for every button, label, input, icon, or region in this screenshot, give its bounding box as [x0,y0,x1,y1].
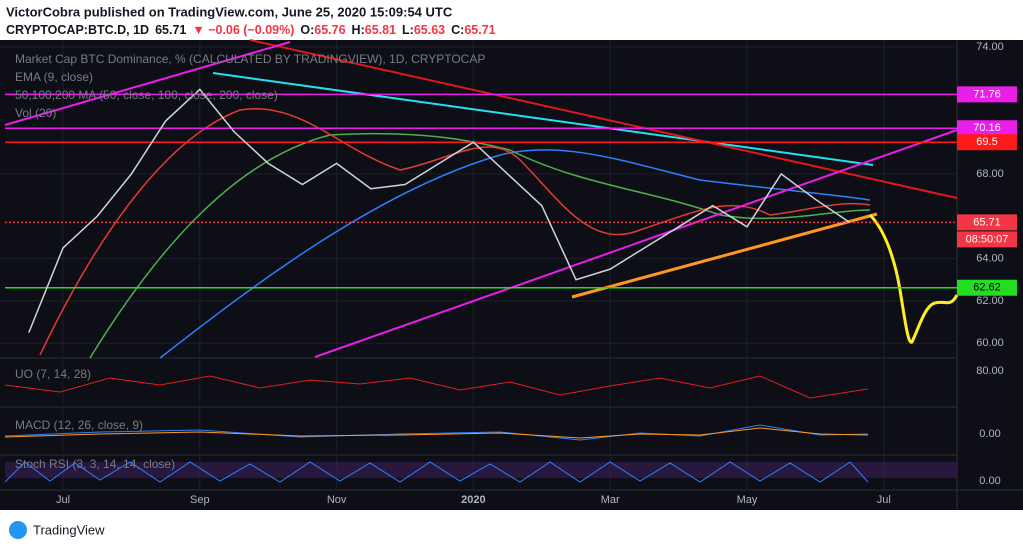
price-badge-label: 62.62 [973,282,1001,294]
logo-text: TradingView [33,522,105,537]
pane-legend: Stoch RSI (3, 3, 14, 14, close) [15,457,175,471]
x-tick-label: 2020 [461,494,485,506]
price-line [28,88,851,333]
countdown: 08:50:07 [966,233,1009,245]
chart-bg [0,40,1023,510]
x-tick-label: Sep [190,494,210,506]
uo-line [4,375,869,399]
pane-tick-label: 0.00 [979,475,1000,487]
chart-title: Market Cap BTC Dominance, % (CALCULATED … [15,52,485,66]
price-badge-label: 71.76 [973,88,1001,100]
ohlc-label: H: [352,23,365,37]
trend-line [314,129,958,358]
trend-line [4,41,291,126]
ohlc-value: 65.81 [365,23,396,37]
y-tick-label: 62.00 [976,295,1004,307]
ohlc-label: O: [300,23,314,37]
logo-icon [9,521,27,539]
price-badge-label: 70.16 [973,122,1001,134]
stoch-band [5,462,957,478]
overlay-legend: Vol (20) [15,106,56,120]
ohlc-label: C: [451,23,464,37]
trend-line [571,212,878,299]
author-line: VictorCobra published on TradingView.com… [6,4,453,19]
price-badge [957,120,1017,137]
x-tick-label: Nov [327,494,347,506]
ohlc-label: L: [402,23,414,37]
x-tick-label: Mar [601,494,620,506]
pane-legend: UO (7, 14, 28) [15,367,91,381]
x-tick-label: Jul [877,494,891,506]
pane-tick-label: 80.00 [976,365,1004,377]
price-badge [957,279,1017,296]
countdown-badge [957,231,1017,248]
overlay-legend: 50,100,200 MA (50, close, 100, close, 20… [15,88,278,102]
ohlc-value: 65.63 [414,23,445,37]
trend-line [212,72,874,166]
ohlc-value: 65.76 [314,23,345,37]
overlay-legend: EMA (9, close) [15,70,93,84]
price-badge-label: 65.71 [973,216,1001,228]
projection [868,213,959,344]
symbol: CRYPTOCAP:BTC.D, 1D [6,23,149,37]
pane-legend: MACD (12, 26, close, 9) [15,418,143,432]
y-tick-label: 60.00 [976,337,1004,349]
footer-bg [0,510,1023,549]
symbol-line: CRYPTOCAP:BTC.D, 1D 65.71 ▼ −0.06 (−0.09%)… [6,23,496,37]
y-tick-label: 68.00 [976,168,1004,180]
y-tick-label: 74.00 [976,41,1004,53]
ohlc-value: 65.71 [464,23,495,37]
price-badge [957,134,1017,151]
stoch-k [4,461,869,483]
price-badge-label: 69.5 [976,136,997,148]
pane-tick-label: 0.00 [979,428,1000,440]
x-tick-label: Jul [56,494,70,506]
y-tick-label: 64.00 [976,252,1004,264]
header-bg [0,0,1023,40]
last-price: 65.71 [155,23,186,37]
change: ▼ −0.06 (−0.09%) [192,23,294,37]
macd-signal [4,427,869,439]
price-badge [957,86,1017,103]
ma-50 [39,107,871,356]
price-badge [957,214,1017,231]
x-tick-label: May [737,494,758,506]
